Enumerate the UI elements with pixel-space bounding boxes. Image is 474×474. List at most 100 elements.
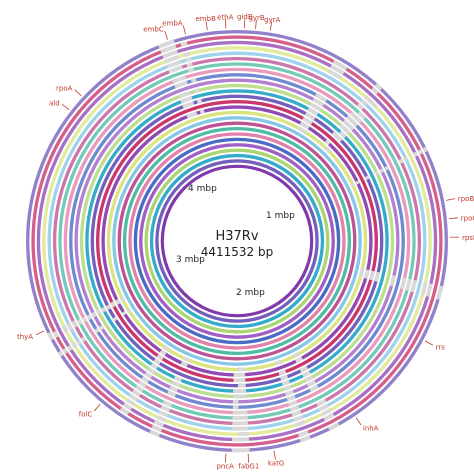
ring-gap <box>119 406 130 416</box>
gene-label-leader <box>355 417 362 426</box>
ring-gap <box>379 168 385 174</box>
ring-gap <box>81 316 88 323</box>
gene-label-leader <box>273 450 276 460</box>
ring-gap <box>160 44 177 54</box>
gene-label-leader <box>35 330 45 336</box>
ring-gap <box>280 374 289 381</box>
ring-gap <box>180 361 189 368</box>
ring-gap <box>363 95 372 103</box>
scale-marker-1mbp: 1 mbp <box>266 211 295 221</box>
ring-gap <box>125 398 136 407</box>
scale-marker-4mbp: 4 mbp <box>188 184 217 194</box>
ring-gap <box>356 103 365 111</box>
ring-gap <box>71 342 78 349</box>
ring-gap <box>324 139 331 146</box>
gene-label-rpsl: rpsL <box>462 234 474 242</box>
ring-gap <box>389 275 397 287</box>
ring-gap <box>158 39 175 49</box>
ring-gap <box>342 119 350 126</box>
ring-gap <box>180 95 193 104</box>
ring-gap <box>288 399 298 407</box>
genome-ring <box>122 126 352 356</box>
ring-gap <box>66 344 73 352</box>
ring-gap <box>196 98 203 104</box>
genome-name: H37Rv <box>215 229 258 244</box>
gene-label-rpoc: rpoC <box>461 214 474 222</box>
ring-gap <box>304 111 316 121</box>
gene-label-leader <box>164 30 169 40</box>
ring-gap <box>374 82 383 91</box>
ring-gap <box>57 350 64 358</box>
genome-ring <box>42 46 432 436</box>
ring-gap <box>309 384 319 393</box>
gene-label-leader <box>448 217 458 220</box>
gene-label-inha: inhA <box>363 425 379 433</box>
ring-gap <box>374 271 381 282</box>
ring-gap <box>342 126 351 135</box>
ring-gap <box>338 130 347 139</box>
ring-gap <box>327 69 342 80</box>
gene-label-thya: thyA <box>17 333 33 341</box>
ring-gap <box>289 405 300 412</box>
ring-gap <box>403 156 409 162</box>
ring-gap <box>173 375 183 383</box>
genome-ring <box>31 35 443 447</box>
ring-gap <box>330 64 345 76</box>
gene-label-leader <box>446 198 455 201</box>
ring-gap <box>309 102 322 112</box>
ring-gap <box>153 358 161 366</box>
ring-gap <box>180 41 188 47</box>
gene-label-ald: ald <box>49 99 60 107</box>
ring-gap <box>353 115 363 124</box>
ring-gap <box>186 62 193 68</box>
ring-gap <box>122 402 133 411</box>
ring-gap <box>374 170 380 176</box>
ring-gap <box>71 320 78 328</box>
ring-gap <box>186 111 198 119</box>
gene-label-leader <box>61 104 70 111</box>
ring-gap <box>302 370 311 378</box>
genome-ring <box>128 132 346 350</box>
ring-gap <box>349 111 357 119</box>
ring-gap <box>138 380 147 388</box>
ring-gap <box>363 269 370 279</box>
gene-label-leader <box>74 89 82 97</box>
ring-gap <box>320 408 332 417</box>
genome-length: 4411532 bp <box>201 245 274 259</box>
genome-ring <box>144 148 330 334</box>
ring-gap <box>112 316 118 322</box>
genome-ring <box>117 121 357 361</box>
ring-gap <box>105 304 112 311</box>
ring-gap <box>147 367 156 375</box>
ring-gap <box>350 182 356 188</box>
ring-gap <box>422 146 429 153</box>
ring-gap <box>114 298 121 306</box>
ring-gap <box>162 49 179 59</box>
gene-label-leader <box>93 403 101 412</box>
ring-gap <box>383 165 390 171</box>
ring-gap <box>275 359 283 366</box>
genome-ring <box>90 94 384 388</box>
ring-gap <box>86 314 93 321</box>
ring-gap <box>316 398 327 407</box>
ring-gap <box>149 429 161 438</box>
genome-ring <box>160 164 314 318</box>
gene-label-rrs: rrs <box>436 344 446 352</box>
gene-label-leader <box>205 21 208 31</box>
gene-label-leader <box>424 340 434 346</box>
ring-gap <box>436 285 444 301</box>
scale-marker-3mbp: 3 mbp <box>176 255 205 265</box>
gene-label-pnca: pncA <box>216 463 234 471</box>
ring-gap <box>345 115 353 122</box>
ring-gap <box>182 356 191 363</box>
ring-gap <box>299 365 309 373</box>
genome-ring <box>133 137 341 345</box>
ring-gap <box>399 277 407 290</box>
ring-gap <box>80 336 87 343</box>
ring-gap <box>62 347 69 355</box>
gene-label-leader <box>182 25 186 35</box>
ring-gap <box>312 97 325 107</box>
ring-gap <box>193 88 200 94</box>
gene-label-etha: ethA <box>217 13 233 21</box>
